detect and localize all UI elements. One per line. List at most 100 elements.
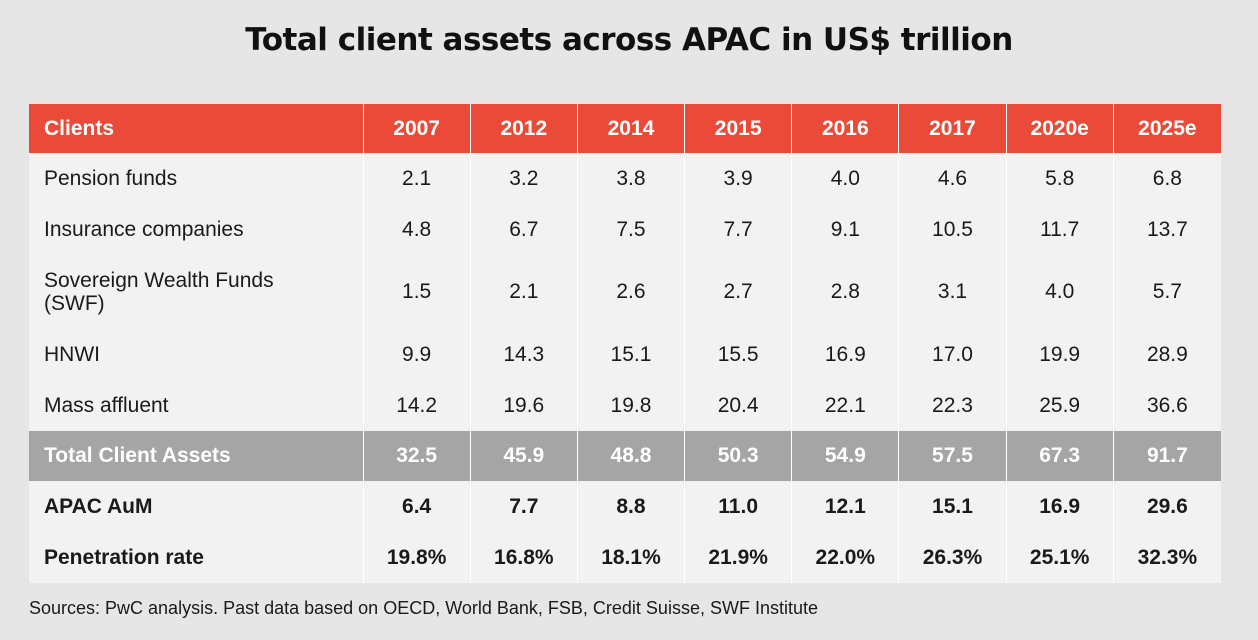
table-cell: 7.5	[577, 204, 686, 255]
table-cell: 4.6	[899, 153, 1007, 204]
table-cell: 2.1	[363, 153, 471, 204]
table-cell: 16.9	[792, 329, 900, 380]
table-cell: 16.8%	[470, 532, 578, 583]
row-label: Pension funds	[29, 153, 364, 204]
table-cell: 15.5	[685, 329, 793, 380]
table-cell: 50.3	[685, 431, 793, 481]
table-cell: 3.2	[470, 153, 578, 204]
row-label-text: Pension funds	[44, 166, 178, 190]
table-cell: 1.5	[363, 255, 471, 329]
row-label-text: Sovereign Wealth Funds (SWF)	[44, 268, 274, 315]
row-label: Sovereign Wealth Funds (SWF)	[29, 255, 364, 329]
table-cell: 3.1	[899, 255, 1007, 329]
table-cell: 6.4	[363, 481, 471, 532]
table-cell: 4.8	[363, 204, 471, 255]
row-apac-aum: APAC AuM 6.4 7.7 8.8 11.0 12.1 15.1 16.9 29.6	[29, 481, 1221, 532]
table-cell: 45.9	[470, 431, 578, 481]
table-cell: 14.2	[363, 380, 471, 431]
table-cell: 2.8	[792, 255, 900, 329]
table-cell: 54.9	[792, 431, 900, 481]
row-label: Total Client Assets	[29, 431, 364, 481]
table-cell: 22.0%	[792, 532, 900, 583]
table-cell: 12.1	[792, 481, 900, 532]
table-cell: 32.3%	[1113, 532, 1221, 583]
table-cell: 6.8	[1113, 153, 1221, 204]
client-assets-table: Clients 2007 2012 2014 2015 2016 2017 20…	[29, 104, 1221, 583]
table-cell: 9.1	[792, 204, 900, 255]
table-cell: 26.3%	[899, 532, 1007, 583]
table-cell: 21.9%	[685, 532, 793, 583]
table-cell: 3.9	[685, 153, 793, 204]
table-cell: 19.8%	[363, 532, 471, 583]
table-cell: 2.7	[685, 255, 793, 329]
row-label-text: APAC AuM	[44, 494, 153, 518]
table-cell: 8.8	[577, 481, 686, 532]
column-header-year: 2014	[578, 104, 686, 153]
table-cell: 11.0	[685, 481, 793, 532]
table-cell: 11.7	[1006, 204, 1114, 255]
table-cell: 19.9	[1006, 329, 1114, 380]
row-insurance-companies: Insurance companies 4.8 6.7 7.5 7.7 9.1 10.5 11…	[29, 204, 1221, 255]
column-header-year: 2025e	[1138, 116, 1197, 140]
row-label: APAC AuM	[29, 481, 364, 532]
row-label: Penetration rate	[29, 532, 364, 583]
row-label: Mass affluent	[29, 380, 364, 431]
table-cell: 19.6	[470, 380, 578, 431]
column-header-clients: Clients	[29, 104, 364, 153]
table-cell: 25.1%	[1006, 532, 1114, 583]
row-label: HNWI	[29, 329, 364, 380]
table-cell: 14.3	[470, 329, 578, 380]
header-row: Clients 2007 2012 2014 2015 2016 2017 20…	[29, 104, 1221, 153]
row-penetration-rate: Penetration rate 19.8% 16.8% 18.1% 21.9% 22.0…	[29, 532, 1221, 583]
table-cell: 5.8	[1006, 153, 1114, 204]
table-cell: 20.4	[685, 380, 793, 431]
table-cell: 16.9	[1006, 481, 1114, 532]
row-mass-affluent: Mass affluent 14.2 19.6 19.8 20.4 22.1 22.3 25.…	[29, 380, 1221, 431]
row-label-text: Penetration rate	[44, 545, 204, 569]
table-body: Pension funds 2.1 3.2 3.8 3.9 4.0 4.6 5.8 6.8 Ins…	[29, 153, 1221, 583]
row-total-client-assets: Total Client Assets 32.5 45.9 48.8 50.3 54.9 5…	[29, 431, 1221, 481]
row-sovereign-wealth-funds: Sovereign Wealth Funds (SWF) 1.5 2.1 2.6 2.7…	[29, 255, 1221, 329]
row-label-text: Mass affluent	[44, 393, 169, 417]
table-cell: 25.9	[1006, 380, 1114, 431]
table-cell: 15.1	[577, 329, 686, 380]
column-header-year: 2015	[685, 104, 793, 153]
table-cell: 4.0	[792, 153, 900, 204]
table-cell: 57.5	[899, 431, 1007, 481]
table-cell: 17.0	[899, 329, 1007, 380]
table-cell: 7.7	[685, 204, 793, 255]
column-header-year: 2020e	[1007, 104, 1114, 153]
row-label-text: Insurance companies	[44, 217, 244, 241]
table-cell: 4.0	[1006, 255, 1114, 329]
column-header-year: 2007	[364, 104, 471, 153]
row-label-text: HNWI	[44, 342, 100, 366]
column-header-year: 2016	[792, 104, 900, 153]
table-cell: 67.3	[1006, 431, 1114, 481]
table-cell: 5.7	[1113, 255, 1221, 329]
table-cell: 91.7	[1113, 431, 1221, 481]
table-cell: 13.7	[1113, 204, 1221, 255]
table-cell: 36.6	[1113, 380, 1221, 431]
table-cell: 22.3	[899, 380, 1007, 431]
table-cell: 2.6	[577, 255, 686, 329]
row-hnwi: HNWI 9.9 14.3 15.1 15.5 16.9 17.0 19.9 28.9	[29, 329, 1221, 380]
row-label-text: Total Client Assets	[44, 444, 231, 467]
table-cell: 7.7	[470, 481, 578, 532]
table-cell: 2.1	[470, 255, 578, 329]
table-cell: 6.7	[470, 204, 578, 255]
table-cell: 28.9	[1113, 329, 1221, 380]
row-label: Insurance companies	[29, 204, 364, 255]
table-cell: 32.5	[363, 431, 471, 481]
table-cell: 29.6	[1113, 481, 1221, 532]
table-cell: 18.1%	[577, 532, 686, 583]
table-cell: 15.1	[899, 481, 1007, 532]
table-cell: 10.5	[899, 204, 1007, 255]
column-header-year: 2017	[899, 104, 1007, 153]
source-note: Sources: PwC analysis. Past data based o…	[29, 598, 818, 618]
table-cell: 3.8	[577, 153, 686, 204]
table-cell: 48.8	[577, 431, 686, 481]
column-header-year: 2012	[471, 104, 578, 153]
table-cell: 19.8	[577, 380, 686, 431]
table-cell: 9.9	[363, 329, 471, 380]
table-cell: 22.1	[792, 380, 900, 431]
